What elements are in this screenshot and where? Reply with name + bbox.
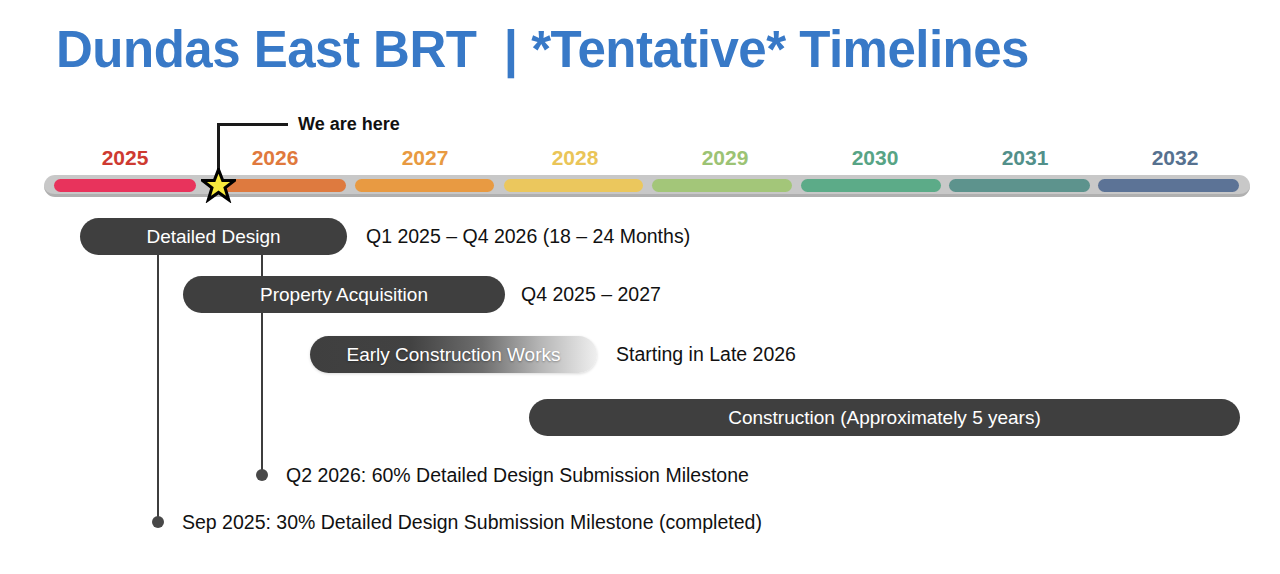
year-label-2031: 2031 xyxy=(950,146,1100,170)
timeline-segment-2028 xyxy=(504,179,643,192)
milestone-text-sep-2025: Sep 2025: 30% Detailed Design Submission… xyxy=(182,511,762,534)
phase-note-detailed-design: Q1 2025 – Q4 2026 (18 – 24 Months) xyxy=(366,218,690,255)
phase-bar-detailed-design: Detailed Design xyxy=(80,218,347,255)
milestone-line-q2-2026 xyxy=(261,236,263,470)
timeline-segment-2032 xyxy=(1098,179,1239,192)
phase-bar-early-construction-works: Early Construction Works xyxy=(310,336,597,373)
year-label-2026: 2026 xyxy=(200,146,350,170)
we-are-here-label: We are here xyxy=(298,114,400,135)
milestone-text-q2-2026: Q2 2026: 60% Detailed Design Submission … xyxy=(286,464,749,487)
timeline-segment-2030 xyxy=(801,179,941,192)
phase-note-property-acquisition: Q4 2025 – 2027 xyxy=(521,276,661,313)
page-title: Dundas East BRT | *Tentative* Timelines xyxy=(56,20,1029,79)
timeline-segment-2027 xyxy=(355,179,494,192)
timeline-segment-2031 xyxy=(949,179,1090,192)
year-label-2029: 2029 xyxy=(650,146,800,170)
year-label-2027: 2027 xyxy=(350,146,500,170)
year-label-2030: 2030 xyxy=(800,146,950,170)
year-label-2025: 2025 xyxy=(50,146,200,170)
timeline-segment-2025 xyxy=(54,179,196,192)
year-label-2032: 2032 xyxy=(1100,146,1250,170)
milestone-line-sep-2025 xyxy=(157,236,159,517)
current-position-star-icon xyxy=(201,168,236,203)
year-label-2028: 2028 xyxy=(500,146,650,170)
phase-bar-construction: Construction (Approximately 5 years) xyxy=(529,399,1240,436)
timeline-segment-2029 xyxy=(652,179,792,192)
phase-bar-property-acquisition: Property Acquisition xyxy=(183,276,505,313)
milestone-dot-q2-2026 xyxy=(256,469,268,481)
milestone-dot-sep-2025 xyxy=(152,516,164,528)
phase-note-early-construction-works: Starting in Late 2026 xyxy=(616,336,796,373)
we-are-here-connector-horizontal xyxy=(217,123,288,126)
